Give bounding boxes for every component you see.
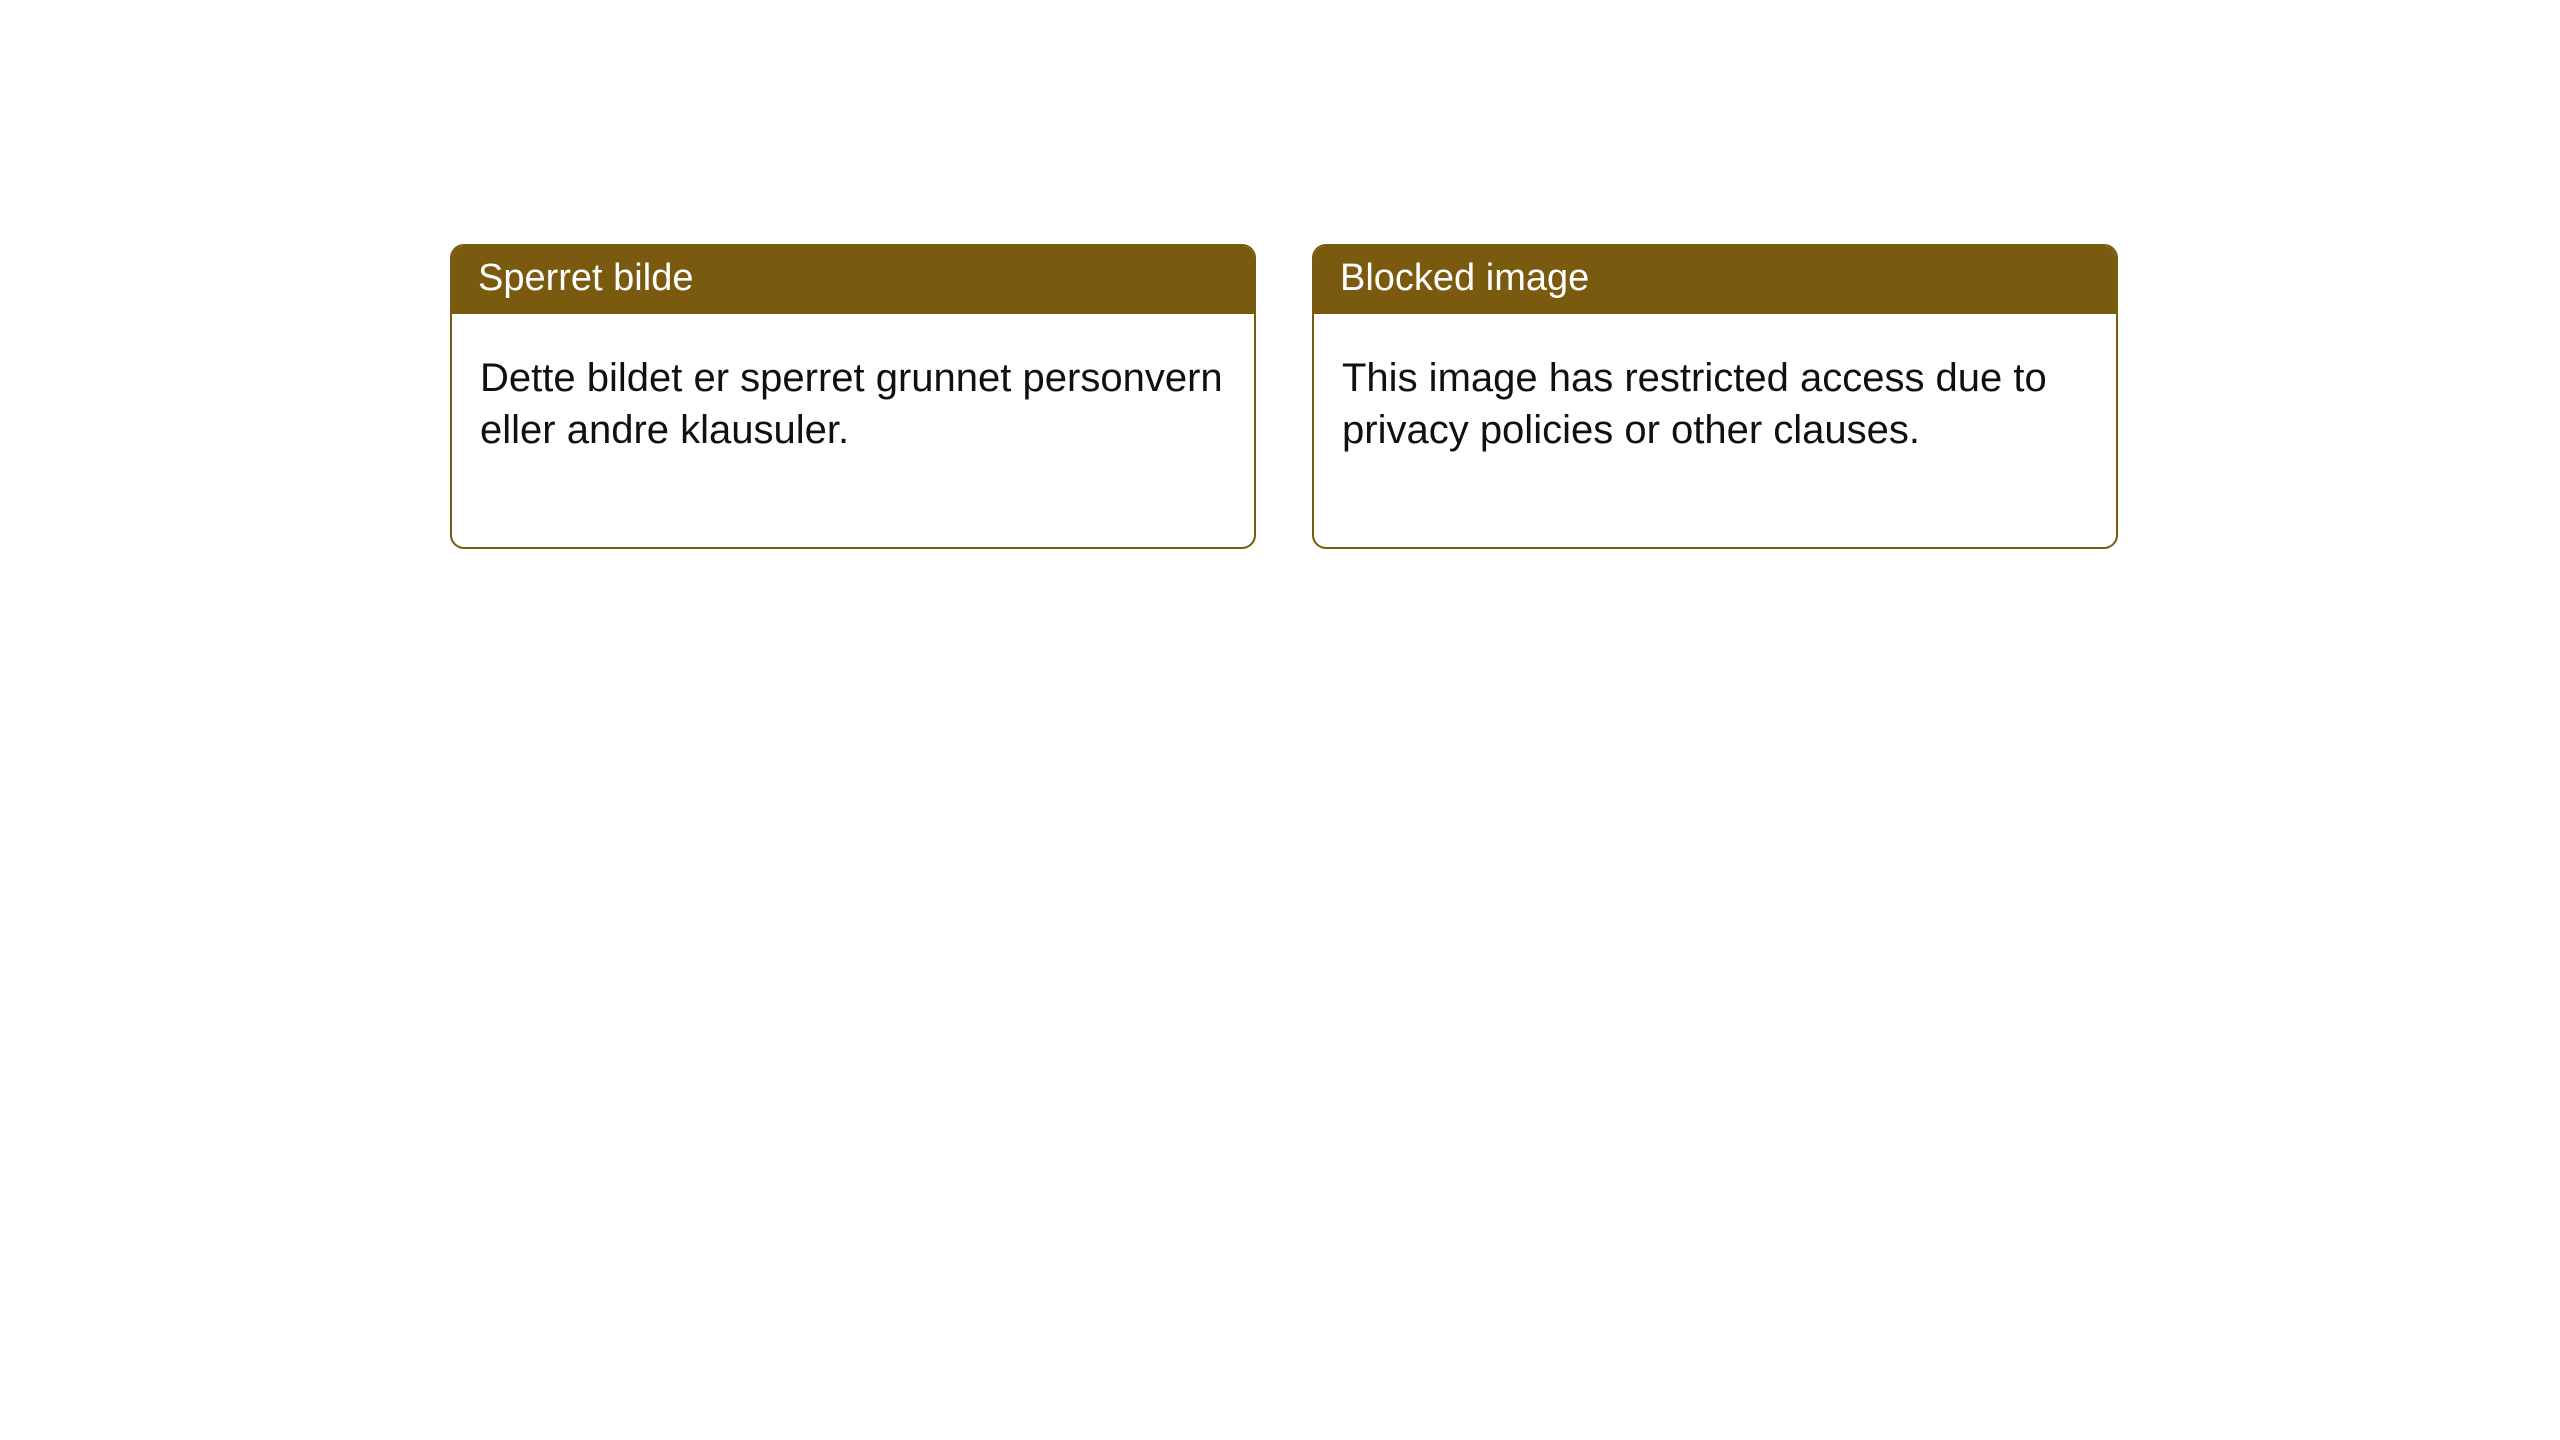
notice-box-english: Blocked image This image has restricted … [1312, 244, 2118, 549]
notice-body: Dette bildet er sperret grunnet personve… [452, 314, 1254, 548]
notices-container: Sperret bilde Dette bildet er sperret gr… [0, 0, 2560, 549]
notice-header: Sperret bilde [452, 246, 1254, 314]
notice-box-norwegian: Sperret bilde Dette bildet er sperret gr… [450, 244, 1256, 549]
notice-header: Blocked image [1314, 246, 2116, 314]
notice-body: This image has restricted access due to … [1314, 314, 2116, 548]
